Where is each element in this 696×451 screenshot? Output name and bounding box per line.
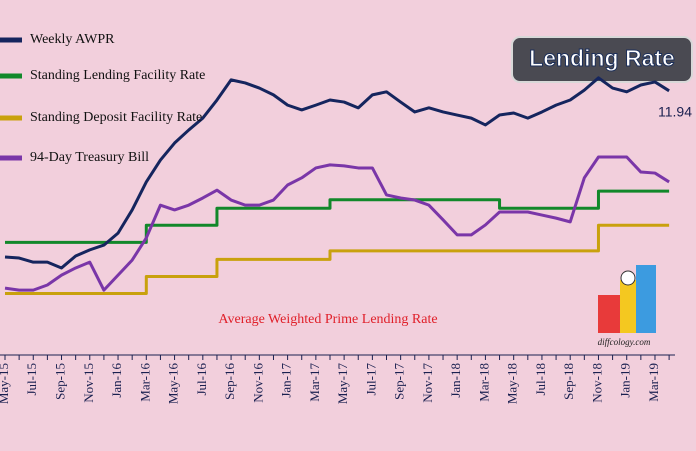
legend-label: Standing Lending Facility Rate (30, 68, 205, 83)
series-line (5, 189, 670, 244)
data-label: 11.94 (658, 104, 692, 120)
chart-title: Average Weighted Prime Lending Rate (218, 312, 437, 327)
x-tick-label: Mar-17 (307, 363, 322, 402)
watermark: diffcology.com (598, 337, 651, 347)
x-tick-label: Nov-18 (589, 363, 604, 403)
x-tick-label: May-15 (0, 363, 11, 404)
x-tick-label: Sep-17 (392, 363, 407, 400)
series-line (5, 223, 670, 296)
x-tick-label: Jul-17 (363, 363, 378, 396)
logo-shape (598, 295, 624, 333)
x-tick-label: Jul-15 (24, 363, 39, 396)
badge-text: Lending Rate (529, 45, 675, 71)
x-tick-label: Nov-17 (420, 363, 435, 403)
x-tick-label: Sep-18 (561, 363, 576, 400)
legend-label: Standing Deposit Facility Rate (30, 110, 202, 125)
x-tick-label: Sep-16 (222, 363, 237, 400)
logo-shape (620, 280, 636, 333)
x-tick-label: Jan-19 (618, 363, 633, 398)
x-tick-label: May-17 (335, 363, 350, 405)
x-tick-label: Jan-17 (279, 363, 294, 398)
logo-shape (620, 270, 636, 286)
x-tick-label: May-16 (166, 363, 181, 405)
logo: diffcology.com (598, 265, 656, 347)
series-line (4, 155, 670, 292)
x-tick-label: Mar-18 (476, 363, 491, 402)
legend-label: 94-Day Treasury Bill (30, 150, 149, 165)
x-tick-label: Nov-15 (81, 363, 96, 403)
x-tick-label: Mar-16 (137, 363, 152, 402)
x-tick-label: May-18 (505, 363, 520, 404)
x-tick-label: Jul-18 (533, 363, 548, 396)
x-tick-label: Nov-16 (250, 363, 265, 403)
x-tick-label: Jan-18 (448, 363, 463, 398)
x-tick-label: Mar-19 (646, 363, 661, 402)
legend-label: Weekly AWPR (30, 32, 115, 47)
badge: Lending Rate (511, 36, 693, 83)
series-line (4, 76, 670, 270)
x-tick-label: Jul-16 (194, 363, 209, 396)
x-tick-label: Jan-16 (109, 363, 124, 398)
logo-shape (636, 265, 656, 333)
x-tick-label: Sep-15 (53, 363, 68, 400)
